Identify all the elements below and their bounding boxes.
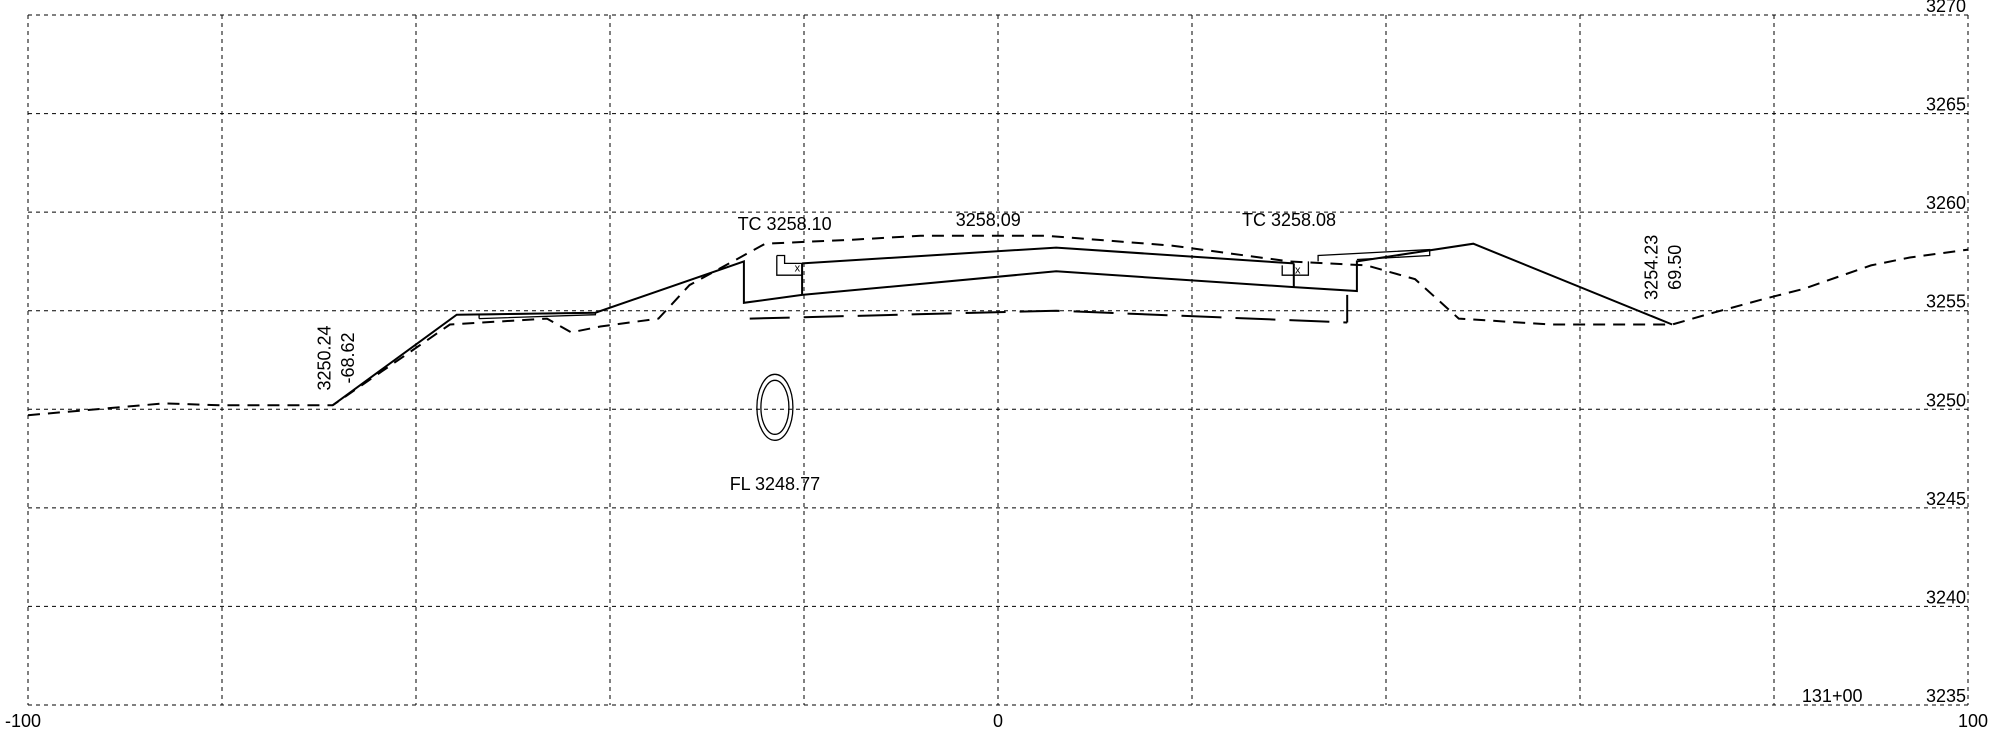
existing-ground-layer (27, 234, 1969, 417)
left-curb-mark: x (795, 262, 801, 274)
right-curb (1281, 261, 1310, 276)
x-tick-label: 0 (993, 711, 1003, 731)
elevation-annotation: 3258.09 (956, 210, 1021, 230)
y-tick-label: 3260 (1926, 193, 1966, 213)
existing-ground-line (27, 234, 1969, 417)
left-curb (776, 254, 803, 276)
elevation-annotation: TC 3258.08 (1242, 210, 1336, 230)
y-tick-label: 3270 (1926, 0, 1966, 16)
y-tick-label: 3240 (1926, 587, 1966, 607)
proposed-section-layer (332, 242, 1673, 407)
x-tick-label: 100 (1958, 711, 1988, 731)
elevation-annotation: 3254.23 (1642, 235, 1662, 300)
proposed-section-line (332, 242, 1673, 407)
y-tick-label: 3265 (1926, 95, 1966, 115)
right-sidewalk (1317, 248, 1431, 262)
storm-pipe-inner (760, 379, 790, 435)
pavement-top-line (802, 246, 1294, 265)
y-tick-label: 3250 (1926, 390, 1966, 410)
right-curb-mark: x (1295, 264, 1301, 276)
elevation-annotation: 3250.24 (315, 325, 335, 390)
x-tick-label: -100 (5, 711, 41, 731)
station-label: 131+00 (1802, 686, 1863, 706)
subgrade-line (749, 309, 1348, 324)
grid: 3270 3265 3260 3255 3250 3245 3240 3235 -100 0 100… (5, 0, 1988, 731)
elevation-annotation: FL 3248.77 (730, 474, 820, 494)
elevation-annotation: -68.62 (338, 332, 358, 383)
elevation-annotation: TC 3258.10 (738, 214, 832, 234)
y-tick-label: 3255 (1926, 292, 1966, 312)
left-sidewalk (478, 312, 597, 320)
storm-pipe-outer (756, 373, 794, 441)
elevation-annotation: 69.50 (1665, 245, 1685, 290)
y-tick-label: 3245 (1926, 489, 1966, 509)
y-tick-label: 3235 (1926, 686, 1966, 706)
labels-layer: TC 3258.10 3258.09 TC 3258.08 FL 3248.77 325… (315, 210, 1685, 494)
